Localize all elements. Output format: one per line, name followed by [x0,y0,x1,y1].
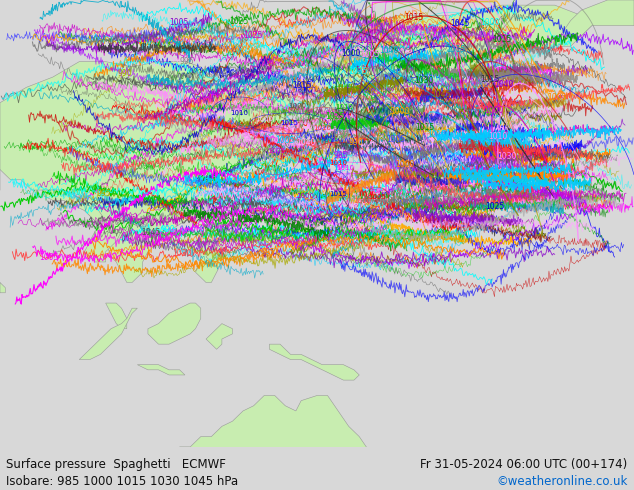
Text: 1015: 1015 [280,120,298,126]
Text: 1025: 1025 [493,100,512,109]
Text: 1045: 1045 [431,90,450,98]
Text: 1015: 1015 [459,141,478,150]
Polygon shape [148,303,201,344]
Polygon shape [269,344,359,380]
Polygon shape [106,303,127,329]
Text: 995: 995 [260,248,275,257]
Text: 1005: 1005 [169,18,189,27]
Text: 1045: 1045 [451,19,470,28]
Text: 1015: 1015 [480,74,500,83]
Text: 990: 990 [160,225,175,234]
Polygon shape [264,170,275,180]
Text: 1010: 1010 [329,160,347,166]
Polygon shape [195,242,222,283]
Text: 1035: 1035 [347,67,367,76]
Text: 1025: 1025 [243,31,262,40]
Polygon shape [322,108,344,118]
Text: 1000: 1000 [390,107,410,116]
Polygon shape [264,118,322,174]
Text: 1005: 1005 [267,147,285,154]
Polygon shape [206,242,222,262]
Text: 1015: 1015 [415,123,435,132]
Text: 995: 995 [97,189,112,198]
Text: 1015: 1015 [493,35,512,44]
Text: 1015: 1015 [329,191,347,197]
Text: 1045: 1045 [526,193,545,202]
Text: 1015: 1015 [391,193,410,202]
Text: 1005: 1005 [360,50,380,59]
Text: 1025: 1025 [486,202,505,211]
Text: 1030: 1030 [497,152,517,161]
Text: 1000: 1000 [341,49,360,58]
Polygon shape [79,308,138,360]
Text: 1010: 1010 [336,165,354,171]
Text: Surface pressure  Spaghetti   ECMWF: Surface pressure Spaghetti ECMWF [6,458,226,471]
Text: 990: 990 [349,138,363,147]
Text: 1000: 1000 [255,116,273,122]
Polygon shape [317,72,333,98]
Text: 1000: 1000 [296,193,314,198]
Text: 1015: 1015 [292,81,311,90]
Text: 1010: 1010 [264,170,281,176]
Text: 1015: 1015 [446,45,466,54]
Text: 1015: 1015 [404,13,424,22]
Text: 1000: 1000 [288,103,306,109]
Text: 1010: 1010 [488,132,508,141]
Polygon shape [238,139,259,159]
Polygon shape [206,323,233,349]
Text: 1025: 1025 [325,112,345,121]
Polygon shape [179,395,385,490]
Polygon shape [401,36,433,67]
Text: 1010: 1010 [335,104,354,110]
Text: 985: 985 [333,151,348,160]
Text: 1030: 1030 [414,75,433,85]
Text: 1005: 1005 [276,137,295,146]
Text: 1005: 1005 [386,135,405,144]
Polygon shape [0,62,290,242]
Polygon shape [560,0,634,46]
Polygon shape [106,221,158,283]
Text: 1005: 1005 [39,253,58,262]
Text: 1000: 1000 [484,106,503,115]
Text: 1045: 1045 [141,228,160,237]
Text: 1010: 1010 [231,110,249,116]
Text: 1040: 1040 [494,80,513,89]
Text: 1005: 1005 [547,94,566,102]
Text: 1015: 1015 [428,130,447,139]
Text: 1005: 1005 [332,130,350,136]
Text: 1005: 1005 [151,78,170,87]
Text: 1040: 1040 [296,138,315,147]
Text: 1010: 1010 [474,80,493,89]
Polygon shape [0,283,5,293]
Text: Fr 31-05-2024 06:00 UTC (00+174): Fr 31-05-2024 06:00 UTC (00+174) [420,458,628,471]
Text: 995: 995 [180,56,195,66]
Text: 990: 990 [117,70,133,78]
Polygon shape [42,190,122,262]
Text: 1030: 1030 [329,131,348,140]
Text: 1000: 1000 [480,18,499,27]
Text: 1015: 1015 [287,181,306,190]
Polygon shape [211,205,217,221]
Text: 1010: 1010 [242,215,261,224]
Text: Isobare: 985 1000 1015 1030 1045 hPa: Isobare: 985 1000 1015 1030 1045 hPa [6,475,238,488]
Text: 1000: 1000 [395,160,415,169]
Polygon shape [290,5,592,108]
Text: 1025: 1025 [229,17,248,25]
Text: 1030: 1030 [172,248,191,258]
Text: 1010: 1010 [354,198,372,204]
Text: 1040: 1040 [379,46,399,55]
Text: 1005: 1005 [368,194,386,200]
Polygon shape [138,365,185,375]
Text: ©weatheronline.co.uk: ©weatheronline.co.uk [496,475,628,488]
Text: 1010: 1010 [313,124,332,131]
Text: 1015: 1015 [358,36,377,46]
